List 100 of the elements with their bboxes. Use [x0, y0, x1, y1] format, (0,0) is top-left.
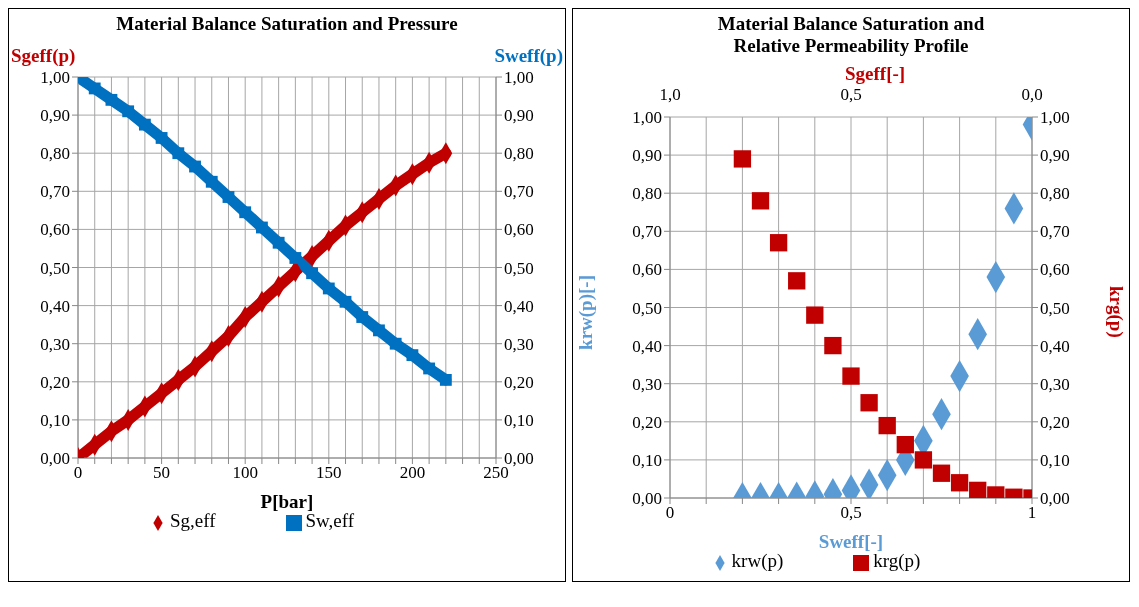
y2-tick-label: 0,30	[504, 334, 534, 354]
y-tick-label: 0,40	[40, 296, 70, 316]
y-tick-label: 0,40	[632, 336, 662, 356]
y-tick-label: 0,90	[40, 106, 70, 126]
y-tick-label: 0,30	[632, 374, 662, 394]
point	[406, 349, 419, 362]
y-tick-label: 0,70	[40, 182, 70, 202]
point	[172, 147, 185, 160]
legend-label: Sw,eff	[305, 510, 355, 531]
y2-axis-title: Sweff(p)	[494, 45, 563, 67]
point	[423, 362, 436, 375]
y2-tick-label: 0,90	[504, 106, 534, 126]
y-tick-label: 0,20	[40, 372, 70, 392]
point	[824, 336, 842, 355]
point	[769, 234, 788, 252]
y2-tick-label: 0,80	[504, 144, 534, 164]
y2-tick-label: 0,70	[1040, 222, 1070, 242]
y2-tick-label: 0,50	[1040, 298, 1070, 318]
point	[439, 373, 452, 386]
y2-tick-label: 0,20	[1040, 412, 1070, 432]
y-tick-label: 0,80	[40, 144, 70, 164]
point	[860, 394, 878, 412]
y2-tick-label: 0,90	[1040, 146, 1070, 166]
point	[806, 306, 824, 324]
y-tick-label: 0,00	[40, 449, 70, 469]
y-tick-label: 0,90	[632, 146, 662, 166]
y-tick-label: 0,10	[632, 450, 662, 470]
point	[322, 282, 335, 295]
x2-tick-label: 0,0	[1021, 85, 1043, 105]
y-tick-label: 0,00	[632, 489, 662, 509]
y-axis-title: krw(p)[-]	[575, 274, 597, 350]
legend-label: Sg,eff	[169, 510, 216, 531]
x-tick-label: 1	[1027, 503, 1037, 523]
chart-title: Material Balance Saturation and Pressure	[115, 13, 459, 36]
point	[733, 150, 752, 168]
point	[88, 82, 101, 95]
x-tick-label: 50	[153, 463, 171, 483]
y2-tick-label: 0,70	[504, 182, 534, 202]
x-tick-label: 200	[399, 463, 426, 483]
y-tick-label: 0,20	[632, 412, 662, 432]
x-tick-label: 100	[232, 463, 258, 483]
x-tick-label: 250	[483, 463, 509, 483]
y2-tick-label: 0,40	[1040, 336, 1070, 356]
point	[373, 324, 385, 337]
x2-tick-label: 1,0	[659, 85, 681, 105]
point	[205, 175, 218, 188]
point	[356, 311, 369, 323]
x-tick-label: 0	[665, 503, 675, 523]
y-tick-label: 0,10	[40, 410, 70, 430]
y-tick-label: 0,60	[632, 260, 662, 280]
y-tick-label: 1,00	[632, 108, 662, 128]
y2-tick-label: 0,30	[1040, 374, 1070, 394]
y2-tick-label: 0,60	[504, 220, 534, 240]
x2-tick-label: 0,5	[840, 85, 862, 105]
point	[389, 337, 402, 350]
point	[932, 464, 951, 482]
x2-axis-title: Sgeff[-]	[844, 63, 907, 85]
x-axis-title: Sweff[-]	[818, 531, 884, 552]
y-tick-label: 0,50	[632, 298, 662, 318]
y2-tick-label: 1,00	[504, 68, 534, 88]
point	[256, 221, 268, 234]
point	[842, 367, 860, 385]
point	[914, 451, 933, 469]
y2-tick-label: 0,80	[1040, 184, 1070, 204]
y2-tick-label: 0,50	[504, 258, 534, 278]
point	[788, 272, 806, 290]
y-tick-label: 0,80	[632, 184, 662, 204]
x-tick-label: 0	[73, 463, 83, 483]
point	[272, 236, 285, 249]
point	[339, 295, 352, 308]
chart-title: Material Balance Saturation and Relative Permeability Profile	[716, 13, 986, 57]
x-tick-label: 0,5	[840, 503, 862, 523]
point	[222, 191, 235, 203]
point	[155, 132, 168, 144]
legend-label: krg(p)	[873, 550, 921, 571]
point	[751, 192, 770, 210]
y-tick-label: 0,30	[40, 334, 70, 354]
y-tick-label: 0,60	[40, 220, 70, 240]
y2-tick-label: 0,40	[504, 296, 534, 316]
point	[306, 267, 318, 280]
point	[878, 416, 896, 435]
point	[289, 252, 302, 264]
point	[122, 105, 135, 118]
y2-tick-label: 0,60	[1040, 260, 1070, 280]
y2-tick-label: 1,00	[1040, 108, 1070, 128]
x-axis-title: P[bar]	[260, 491, 314, 512]
y-tick-label: 0,50	[40, 258, 70, 278]
y-tick-label: 1,00	[40, 68, 70, 88]
y-tick-label: 0,70	[632, 222, 662, 242]
point	[969, 481, 987, 498]
y2-tick-label: 0,20	[504, 372, 534, 392]
y2-axis-title: krg(p)	[1105, 286, 1127, 338]
x-tick-label: 150	[316, 463, 342, 483]
point	[189, 160, 201, 173]
y2-tick-label: 0,00	[1040, 489, 1070, 509]
point	[950, 474, 969, 492]
y2-tick-label: 0,10	[1040, 450, 1070, 470]
y-axis-title: Sgeff(p)	[11, 45, 76, 67]
point	[105, 93, 118, 106]
legend-label: krw(p)	[731, 550, 784, 571]
